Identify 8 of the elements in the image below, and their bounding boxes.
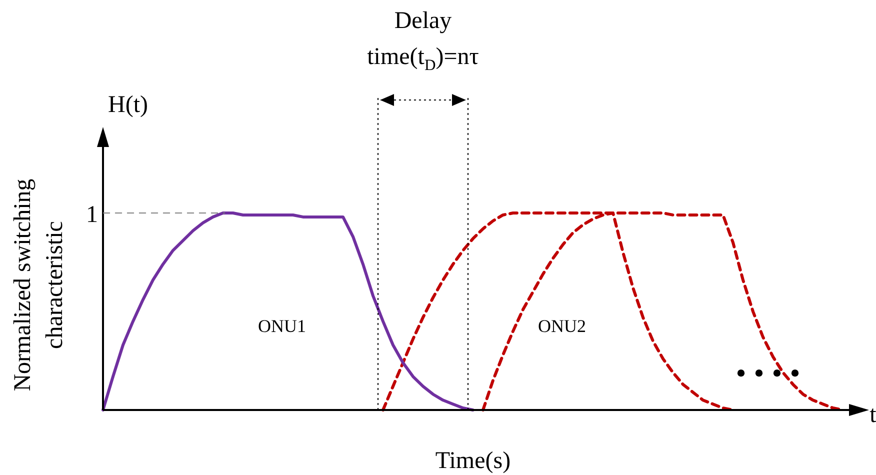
y-axis-title: Normalized switching characteristic bbox=[10, 178, 68, 392]
x-axis-title: Time(s) bbox=[435, 448, 511, 474]
annotation: ONU2 bbox=[538, 316, 586, 336]
annotation: ONU1 bbox=[258, 316, 306, 336]
text: t bbox=[870, 402, 876, 428]
text: 1 bbox=[86, 202, 98, 228]
text: H(t) bbox=[108, 92, 148, 118]
annotation: • • • • bbox=[736, 357, 800, 390]
